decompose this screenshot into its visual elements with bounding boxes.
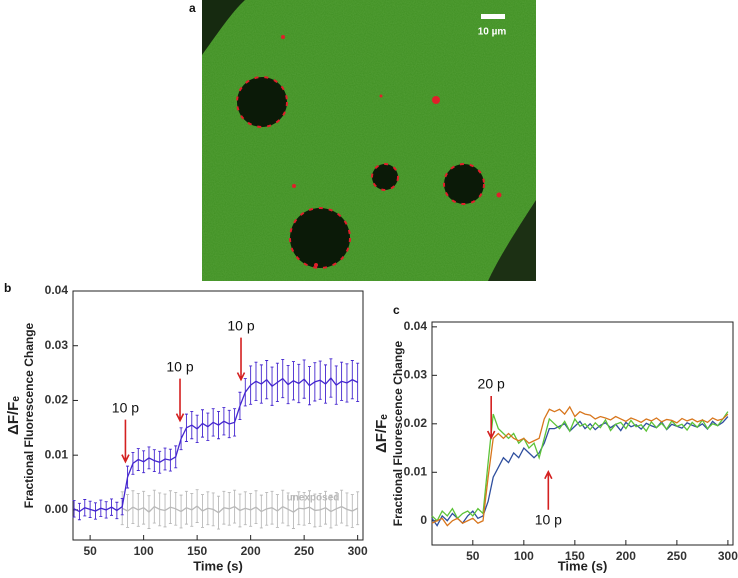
y-axis-sublabel: Fractional Fluorescence Change bbox=[391, 340, 405, 526]
plot-frame bbox=[72, 290, 364, 541]
annotation-arrow bbox=[486, 396, 496, 440]
x-tick-label: 300 bbox=[718, 549, 738, 563]
micrograph: 10 µm bbox=[202, 0, 536, 281]
y-tick-label: 0.03 bbox=[404, 367, 428, 381]
y-axis-sublabel: Fractional Fluorescence Change bbox=[22, 322, 36, 508]
x-tick-label: 200 bbox=[241, 544, 261, 558]
x-axis-label: Time (s) bbox=[193, 558, 243, 573]
y-axis-label: ΔF/Fₑ bbox=[373, 414, 390, 453]
y-tick-label: 0.03 bbox=[45, 338, 69, 352]
y-tick-label: 0.01 bbox=[45, 447, 69, 461]
x-axis-label: Time (s) bbox=[558, 558, 608, 573]
x-tick-label: 300 bbox=[348, 544, 368, 558]
series-line bbox=[73, 376, 358, 513]
annotation-arrow bbox=[175, 378, 185, 423]
y-tick-label: 0.01 bbox=[404, 464, 428, 478]
y-tick-label: 0.04 bbox=[45, 283, 69, 297]
y-tick-label: 0.00 bbox=[45, 502, 69, 516]
annotation-arrow bbox=[121, 419, 130, 464]
x-tick-label: 250 bbox=[294, 544, 314, 558]
x-tick-label: 200 bbox=[616, 549, 636, 563]
y-tick-label: 0 bbox=[420, 513, 427, 527]
annotation-arrow bbox=[236, 337, 246, 382]
x-tick-label: 250 bbox=[667, 549, 687, 563]
annotation-arrow bbox=[544, 469, 553, 510]
y-tick-label: 0.02 bbox=[404, 416, 428, 430]
panel-label: a bbox=[189, 1, 196, 15]
plot: 50 100 150 200 250 300 0.00 0.01 0.02 0.03 0.04 une… bbox=[45, 283, 368, 558]
series-line bbox=[431, 405, 729, 527]
y-tick-label: 0.04 bbox=[404, 319, 428, 333]
x-tick-label: 150 bbox=[565, 549, 585, 563]
y-axis-label: ΔF/Fₑ bbox=[5, 396, 22, 435]
annotation: 10 p bbox=[227, 317, 254, 333]
x-tick-label: 150 bbox=[187, 544, 207, 558]
error-bar bbox=[72, 500, 76, 518]
series-label: unexposed bbox=[287, 492, 340, 503]
series-line bbox=[431, 416, 729, 527]
scale-bar-label: 10 µm bbox=[478, 27, 507, 38]
plot-frame bbox=[431, 321, 734, 546]
x-tick-label: 50 bbox=[466, 549, 480, 563]
series-line bbox=[431, 411, 729, 522]
panel-label: b bbox=[4, 281, 11, 295]
annotation: 10 p bbox=[166, 358, 193, 374]
annotation: 10 p bbox=[112, 399, 139, 415]
x-tick-label: 100 bbox=[514, 549, 534, 563]
x-tick-label: 100 bbox=[134, 544, 154, 558]
panel-label: c bbox=[393, 303, 400, 317]
plot: 50 100 150 200 250 300 0 0.01 0.02 0.03 0.04 20 p 10… bbox=[404, 319, 738, 563]
series-line bbox=[121, 505, 358, 514]
x-tick-label: 50 bbox=[83, 544, 97, 558]
y-tick-label: 0.02 bbox=[45, 393, 69, 407]
annotation: 20 p bbox=[478, 376, 505, 392]
annotation: 10 p bbox=[535, 511, 562, 527]
